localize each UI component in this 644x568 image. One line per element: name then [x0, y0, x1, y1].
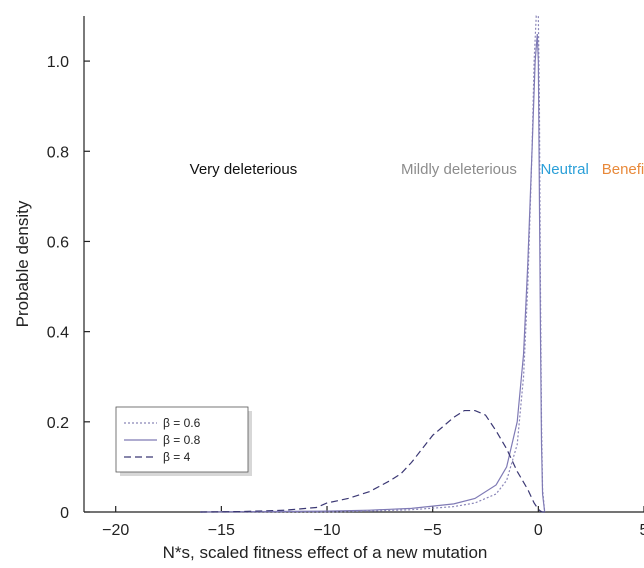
y-tick-label: 0.2 [47, 415, 69, 432]
x-tick-label: 5 [640, 522, 644, 539]
legend-label-beta-4: β = 4 [163, 450, 191, 464]
series [200, 15, 546, 513]
axes [83, 16, 644, 513]
x-axis-label: N*s, scaled fitness effect of a new muta… [163, 543, 488, 562]
y-tick-label: 0.8 [47, 144, 69, 161]
legend-label-beta-0-6: β = 0.6 [163, 416, 201, 430]
series-line [200, 33, 546, 513]
region-label: Neutral [540, 161, 588, 178]
y-tick-label: 1.0 [47, 54, 69, 71]
x-tick-label: −10 [313, 522, 340, 539]
x-tick-label: −15 [208, 522, 235, 539]
x-tick-label: −20 [102, 522, 129, 539]
x-tick-label: 0 [534, 522, 543, 539]
series-line [200, 409, 545, 513]
x-tick-label: −5 [424, 522, 442, 539]
legend: β = 0.6 β = 0.8 β = 4 [115, 406, 252, 476]
y-tick-label: 0.6 [47, 234, 69, 251]
y-tick-label: 0 [60, 505, 69, 522]
y-axis-label: Probable density [13, 200, 32, 327]
region-label: Very deleterious [190, 161, 298, 178]
region-label: Beneficial [602, 161, 644, 178]
region-label: Mildly deleterious [401, 161, 517, 178]
ticks: −20 −15 −10 −5 0 5 0 0.2 0.4 0.6 0.8 1.0 [47, 54, 644, 539]
region-labels: Very deleterious Mildly deleterious Neutra… [190, 161, 644, 178]
y-tick-label: 0.4 [47, 325, 69, 342]
legend-label-beta-0-8: β = 0.8 [163, 433, 201, 447]
